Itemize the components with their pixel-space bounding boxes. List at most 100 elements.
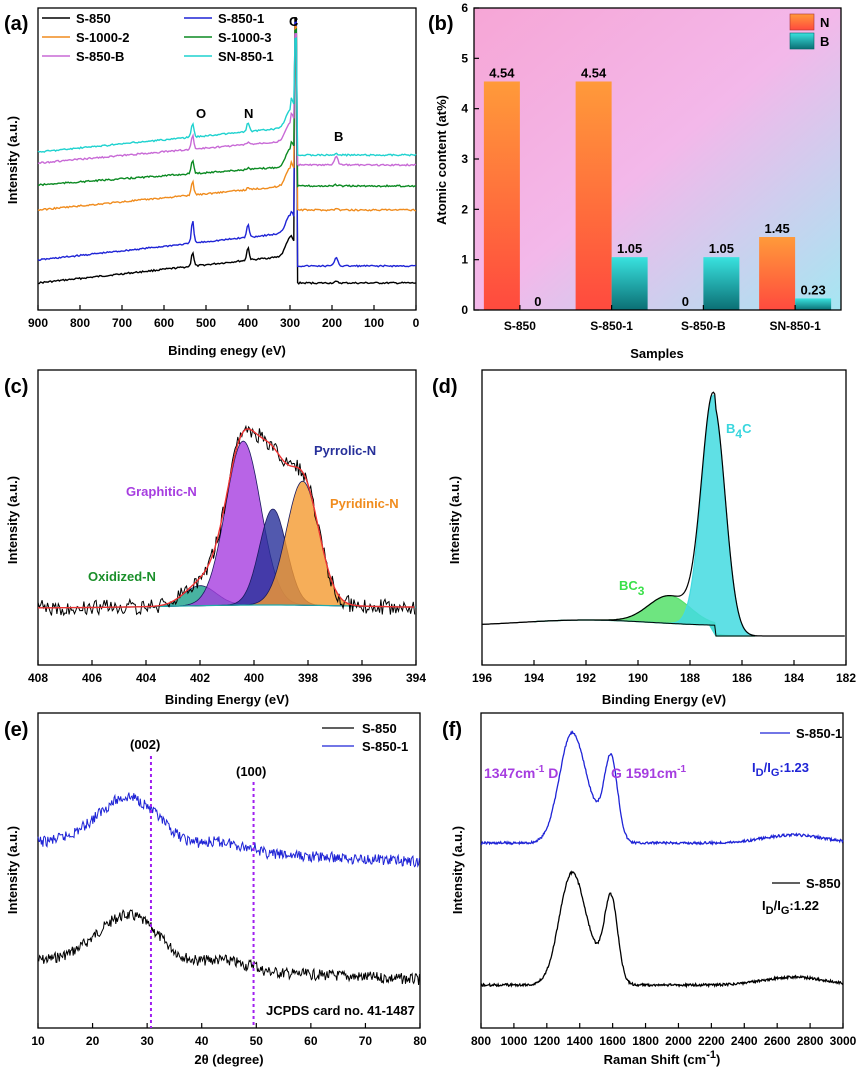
panel-a-x-tick-label: 500 bbox=[196, 316, 216, 330]
legend-label: S-850-1 bbox=[218, 11, 264, 26]
legend-label-s850-1: S-850-1 bbox=[362, 739, 408, 754]
panel-c-x-tick-label: 400 bbox=[244, 671, 264, 685]
panel-b-y-tick-label: 3 bbox=[461, 152, 468, 166]
bar-value-label: 1.45 bbox=[764, 221, 789, 236]
panel-d-x-tick-label: 192 bbox=[576, 671, 596, 685]
panel-b-y-tick-label: 4 bbox=[461, 102, 468, 116]
legend-label-s850-1-raman: S-850-1 bbox=[796, 726, 842, 741]
series-sn-850-1 bbox=[37, 37, 417, 157]
panel-a-series bbox=[37, 17, 417, 285]
panel-f-x-tick-label: 2000 bbox=[665, 1034, 692, 1048]
panel-a-x-tick-label: 200 bbox=[322, 316, 342, 330]
panel-e-x-tick-label: 50 bbox=[250, 1034, 264, 1048]
series-s-850-1-raman bbox=[480, 730, 844, 846]
ratio-s850-1: ID/IG:1.23 bbox=[752, 760, 809, 779]
peak-b4c bbox=[533, 394, 756, 637]
panel-d-ylabel: Intensity (a.u.) bbox=[447, 476, 462, 564]
panel-e-ylabel: Intensity (a.u.) bbox=[5, 826, 20, 914]
panel-f-x-tick-label: 1600 bbox=[599, 1034, 626, 1048]
legend-label: S-1000-3 bbox=[218, 30, 271, 45]
panel-a: (a) 900 800 700 600 500 400 300 200 100 0 Binding… bbox=[4, 7, 420, 358]
panel-e: (e) 10 20 30 40 50 60 70 80 2θ (degree) Intensi… bbox=[4, 712, 427, 1067]
panel-c-x-tick-label: 406 bbox=[82, 671, 102, 685]
panel-e-x-tick-label: 60 bbox=[304, 1034, 318, 1048]
panel-c-x-tick-label: 398 bbox=[298, 671, 318, 685]
panel-a-frame bbox=[37, 7, 417, 311]
panel-f-x-tick-label: 2200 bbox=[698, 1034, 725, 1048]
panel-c-ticks: 408 406 404 402 400 398 396 394 bbox=[28, 660, 426, 685]
raw-spectrum bbox=[482, 391, 845, 637]
legend-swatch-b bbox=[789, 32, 815, 50]
panel-a-ylabel: Intensity (a.u.) bbox=[5, 116, 20, 204]
panel-c-x-tick-label: 404 bbox=[136, 671, 156, 685]
panel-e-x-tick-label: 30 bbox=[140, 1034, 154, 1048]
panel-c-x-tick-label: 394 bbox=[406, 671, 426, 685]
bar-value-label: 4.54 bbox=[581, 65, 607, 80]
panel-c: (c) 408 406 404 402 400 398 396 394 Binding Ene… bbox=[4, 369, 426, 707]
panel-b-y-tick-label: 6 bbox=[461, 1, 468, 15]
panel-c-plot bbox=[37, 424, 417, 617]
panel-a-x-tick-label: 100 bbox=[364, 316, 384, 330]
panel-e-x-tick-label: 70 bbox=[359, 1034, 373, 1048]
panel-b-y-tick-label: 5 bbox=[461, 51, 468, 65]
panel-c-ylabel: Intensity (a.u.) bbox=[5, 476, 20, 564]
panel-f-x-tick-label: 3000 bbox=[830, 1034, 857, 1048]
bar-b-sn-850-1 bbox=[795, 298, 832, 310]
panel-d-ticks: 196 194 192 190 188 186 184 182 bbox=[472, 660, 856, 685]
panel-a-legend: S-850 S-850-1 S-1000-2 S-1000-3 S-850-B SN-85… bbox=[42, 11, 274, 64]
label-g-peak: G 1591cm-1 bbox=[611, 764, 687, 781]
label-jcpds: JCPDS card no. 41-1487 bbox=[266, 1003, 415, 1018]
series-s-1000-2 bbox=[37, 24, 416, 212]
panel-c-frame bbox=[37, 369, 417, 666]
series-s-850-1 bbox=[37, 21, 417, 268]
panel-d-plot bbox=[482, 391, 845, 637]
label-pyrrolic-n: Pyrrolic-N bbox=[314, 443, 376, 458]
panel-f-x-tick-label: 1400 bbox=[566, 1034, 593, 1048]
panel-b-legend: N B bbox=[789, 13, 829, 50]
panel-e-x-tick-label: 10 bbox=[31, 1034, 45, 1048]
panel-c-x-tick-label: 408 bbox=[28, 671, 48, 685]
panel-b-bars: 4.54 0 4.54 1.05 0 1.05 1.45 0.23 bbox=[483, 65, 832, 310]
panel-b-y-tick-label: 2 bbox=[461, 202, 468, 216]
panel-d-x-tick-label: 194 bbox=[524, 671, 544, 685]
panel-f-ticks: 800 1000 1200 1400 1600 1800 2000 2200 2400 2600 2… bbox=[471, 1023, 857, 1048]
bar-value-label: 1.05 bbox=[709, 241, 734, 256]
bar-n-s-850-1 bbox=[575, 81, 612, 310]
label-100: (100) bbox=[236, 764, 266, 779]
bar-n-sn-850-1 bbox=[759, 237, 796, 310]
panel-b-letter: (b) bbox=[428, 13, 454, 35]
panel-a-x-tick-label: 400 bbox=[238, 316, 258, 330]
category-label: S-850-B bbox=[681, 319, 726, 333]
legend-label-s850: S-850 bbox=[362, 721, 397, 736]
label-b4c: B4C bbox=[726, 421, 752, 441]
category-label: S-850-1 bbox=[590, 319, 633, 333]
panel-d-xlabel: Binding Energy (eV) bbox=[602, 692, 726, 707]
panel-b-ticks: S-850 S-850-1 S-850-B SN-850-1 0 1 2 3 4 5 6 bbox=[461, 1, 821, 333]
panel-d-x-tick-label: 188 bbox=[680, 671, 700, 685]
panel-e-x-tick-label: 80 bbox=[413, 1034, 427, 1048]
panel-a-xlabel: Binding enegy (eV) bbox=[168, 343, 286, 358]
panel-f-x-tick-label: 1200 bbox=[533, 1034, 560, 1048]
panel-e-plot bbox=[37, 756, 420, 1028]
panel-d-x-tick-label: 190 bbox=[628, 671, 648, 685]
annotation-c: C bbox=[289, 14, 299, 29]
panel-f-x-tick-label: 1000 bbox=[501, 1034, 528, 1048]
bar-value-label: 1.05 bbox=[617, 241, 642, 256]
category-label: SN-850-1 bbox=[769, 319, 821, 333]
legend-label-s850-raman: S-850 bbox=[806, 876, 841, 891]
panel-f-x-tick-label: 800 bbox=[471, 1034, 491, 1048]
series-s-850 bbox=[37, 17, 417, 285]
panel-b-y-tick-label: 0 bbox=[461, 303, 468, 317]
annotation-o: O bbox=[196, 106, 206, 121]
label-pyridinic-n: Pyridinic-N bbox=[330, 496, 399, 511]
label-d-peak: 1347cm-1 D bbox=[484, 764, 558, 781]
panel-e-legend: S-850 S-850-1 bbox=[322, 721, 408, 754]
bar-b-s-850-1 bbox=[611, 257, 648, 310]
series-s-850 bbox=[37, 909, 420, 985]
annotation-n: N bbox=[244, 106, 253, 121]
bar-b-s-850-b bbox=[703, 257, 740, 310]
category-label: S-850 bbox=[504, 319, 536, 333]
legend-label: S-1000-2 bbox=[76, 30, 129, 45]
series-s-1000-3 bbox=[38, 27, 417, 188]
panel-a-letter: (a) bbox=[4, 13, 28, 35]
